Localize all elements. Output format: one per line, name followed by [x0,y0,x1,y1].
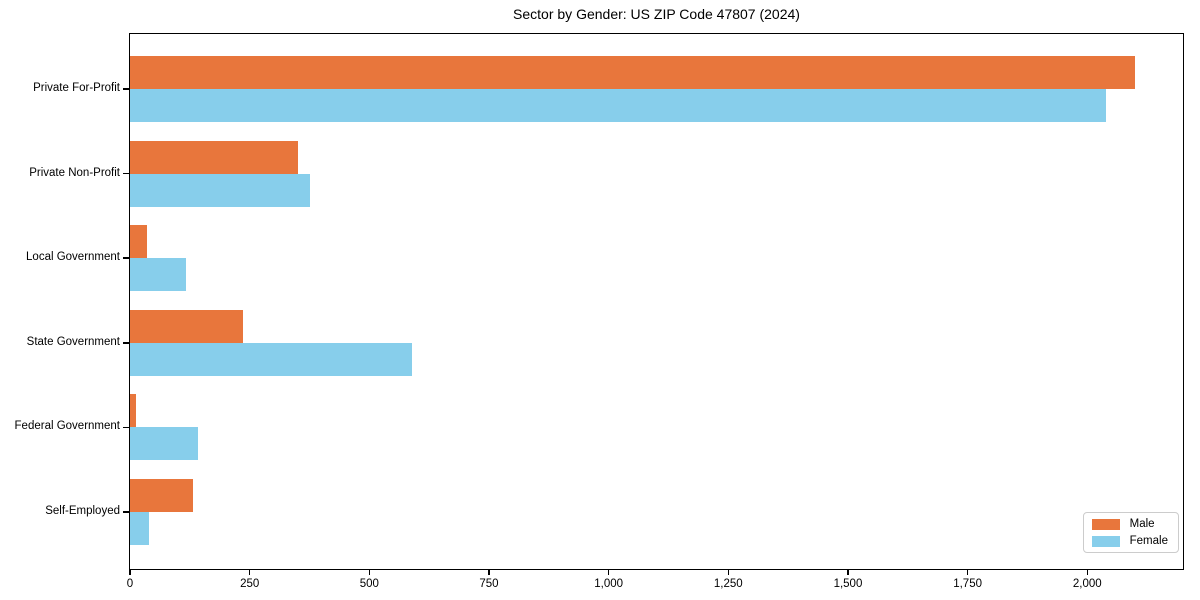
x-tick-mark [248,569,251,575]
x-tick-mark [727,569,730,575]
x-tick-mark [368,569,371,575]
y-tick-label: State Government [26,335,120,348]
x-tick-label: 1,500 [833,578,863,590]
x-tick-mark [488,569,490,575]
bar-female-private-non-profit [130,173,311,207]
y-tick-mark [123,426,130,429]
x-tick-mark [966,569,969,575]
x-tick-mark [607,569,610,575]
legend: Male Female [1082,512,1179,553]
bar-female-federal-government [130,427,199,461]
bar-male-state-government [130,309,244,343]
y-tick-mark [123,342,130,344]
x-tick-label: 2,000 [1072,578,1102,590]
y-tick-label: Federal Government [14,420,120,433]
y-tick-mark [123,172,130,175]
bar-male-local-government [130,225,147,259]
y-tick-label: Private Non-Profit [29,166,120,179]
bar-female-self-employed [130,512,150,545]
legend-item-male: Male [1091,518,1168,530]
bar-male-private-for-profit [130,56,1136,89]
x-tick-label: 500 [359,578,379,590]
bar-female-private-for-profit [130,89,1107,122]
bar-male-self-employed [130,479,193,512]
x-tick-label: 1,750 [953,578,982,590]
y-tick-mark [123,88,130,90]
x-tick-mark [847,569,849,575]
legend-swatch-male [1091,518,1120,530]
plot-area: Private For-Profit Private Non-Profit Loca… [15,33,1184,590]
y-tick-mark [123,511,130,513]
y-tick-label: Private For-Profit [33,82,120,94]
bar-male-private-non-profit [130,140,298,174]
bar-female-local-government [130,258,186,292]
legend-item-female: Female [1091,535,1168,547]
y-tick-label: Local Government [26,251,120,264]
bar-female-state-government [130,342,412,376]
x-tick-label: 750 [479,578,499,590]
x-tick-mark [129,569,131,575]
bar-male-federal-government [130,394,137,428]
legend-label-female: Female [1129,535,1168,547]
x-tick-label: 250 [240,578,260,590]
x-tick-mark [1086,569,1089,575]
y-tick-label: Self-Employed [45,505,120,517]
chart-title: Sector by Gender: US ZIP Code 47807 (202… [513,6,800,22]
x-tick-label: 1,000 [594,578,624,590]
y-tick-mark [123,257,130,259]
x-tick-label: 1,250 [713,578,743,590]
legend-label-male: Male [1129,518,1155,530]
x-tick-label: 0 [126,578,134,590]
legend-swatch-female [1091,535,1120,547]
